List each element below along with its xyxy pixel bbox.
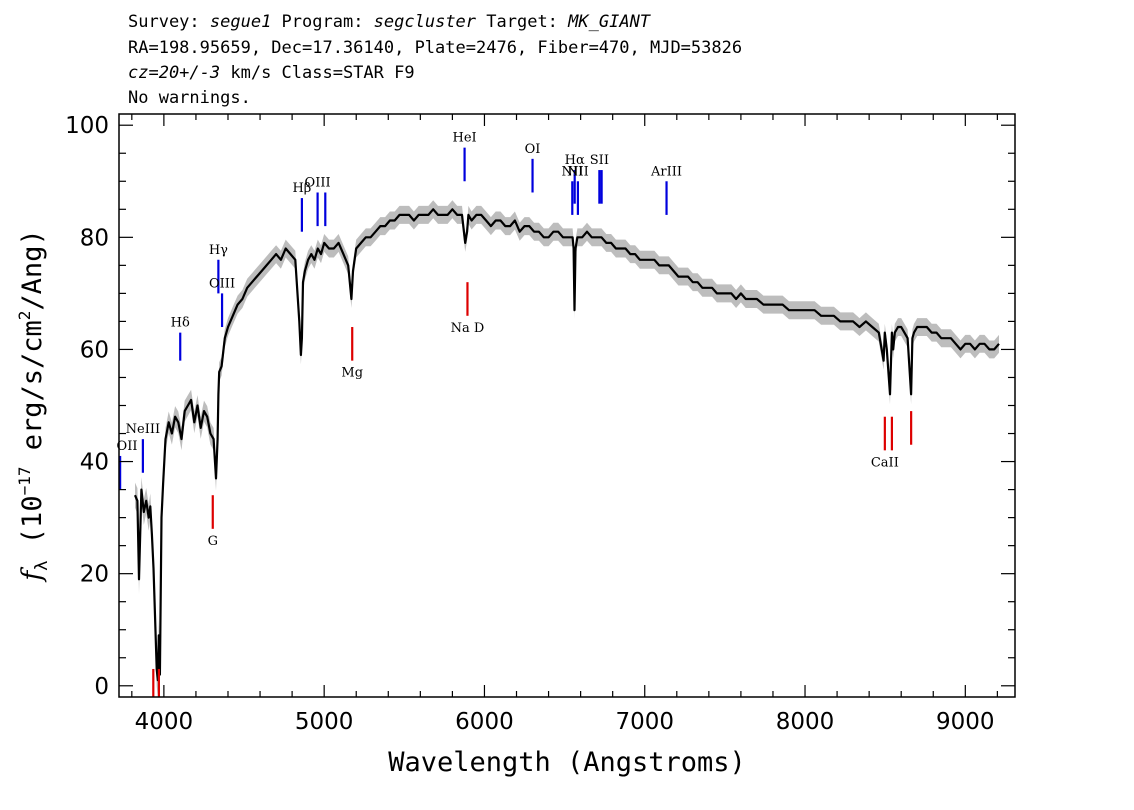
y-tick-label: 0	[94, 674, 109, 700]
x-tick-label: 6000	[455, 709, 514, 735]
header-run: Program:	[271, 12, 373, 32]
emission-line-label: NII	[567, 164, 589, 179]
emission-line-label: OIII	[209, 276, 235, 291]
y-tick-label: 40	[80, 450, 109, 476]
ylabel-unit-c: /Ang)	[17, 229, 48, 310]
x-tick-label: 4000	[135, 709, 194, 735]
ylabel-exp2: 2	[15, 311, 34, 321]
emission-line-label: SII	[590, 153, 609, 168]
ylabel-unit-b: erg/s/cm	[17, 320, 48, 466]
plot-frame	[118, 113, 1016, 698]
error-band	[135, 200, 999, 698]
y-tick-label: 60	[80, 337, 109, 363]
emission-line-label: NeIII	[126, 422, 160, 437]
emission-line-label: Hα	[565, 153, 585, 168]
y-axis-title: fλ (10−17 erg/s/cm2/Ang)	[15, 229, 52, 582]
absorption-line-label: CaII	[871, 455, 899, 470]
x-tick-label: 5000	[295, 709, 354, 735]
chart-marks: OIINeIIIHδHγOIIIHβOIIIHeIOINIIHαNIISIIAr…	[117, 131, 1000, 698]
header-line-2: RA=198.95659, Dec=17.36140, Plate=2476, …	[128, 38, 742, 58]
absorption-line-label: Mg	[341, 366, 363, 381]
absorption-line-label: Na D	[451, 321, 485, 336]
ylabel-f: f	[17, 567, 48, 583]
header-run: cz=20+/-3	[128, 63, 220, 83]
header-run: Target:	[476, 12, 568, 32]
header-run: MK_GIANT	[567, 12, 652, 32]
ylabel-unit-a: (10	[17, 495, 48, 560]
emission-line-label: Hγ	[209, 243, 228, 258]
ylabel-exp1: −17	[15, 467, 34, 496]
absorption-line-label: G	[208, 534, 218, 549]
header-run: km/s Class=STAR F9	[220, 63, 414, 83]
y-tick-label: 80	[80, 225, 109, 251]
ylabel-sub: λ	[32, 560, 52, 570]
y-tick-label: 20	[80, 562, 109, 588]
emission-line-label: Hβ	[292, 181, 311, 196]
x-tick-label: 9000	[936, 709, 995, 735]
header-run: segcluster	[374, 12, 477, 32]
emission-line-label: NII	[561, 164, 583, 179]
emission-line-label: OIII	[305, 175, 331, 190]
emission-line-label: HeI	[452, 131, 476, 146]
emission-line-label: Hδ	[171, 316, 190, 331]
flux-line	[133, 208, 1000, 682]
emission-line-label: OII	[117, 439, 138, 454]
header-line-4: No warnings.	[128, 88, 251, 108]
x-axis-title: Wavelength (Angstroms)	[388, 747, 746, 778]
axes: 4000 5000 6000 7000 8000 9000 0 20 40 60 80 100	[65, 113, 1015, 735]
header-run: Survey:	[128, 12, 210, 32]
emission-line-label: ArIII	[650, 164, 682, 179]
header-line-1: Survey: segue1 Program: segcluster Targe…	[128, 12, 652, 32]
y-tick-label: 100	[65, 113, 109, 139]
x-tick-label: 7000	[615, 709, 674, 735]
header-line-3: cz=20+/-3 km/s Class=STAR F9	[128, 63, 415, 83]
x-tick-label: 8000	[776, 709, 835, 735]
emission-line-label: OI	[525, 142, 541, 157]
header-run: segue1	[210, 12, 271, 32]
